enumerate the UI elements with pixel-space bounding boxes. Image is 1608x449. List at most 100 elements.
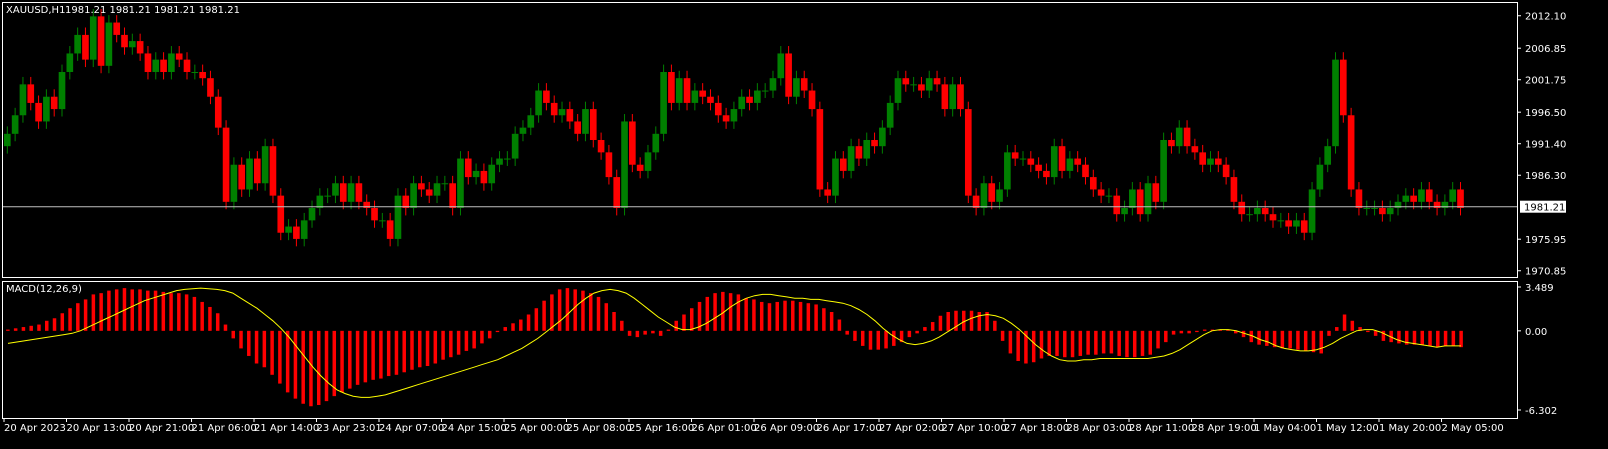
price-bar bbox=[1082, 157, 1089, 185]
price-bar bbox=[1355, 182, 1363, 216]
price-bar bbox=[972, 188, 980, 216]
price-bar bbox=[97, 8, 105, 74]
price-bar bbox=[871, 132, 878, 154]
macd-tick-label: 0.00 bbox=[1525, 327, 1547, 338]
price-bar bbox=[214, 89, 222, 136]
price-bar bbox=[480, 163, 488, 191]
price-bar bbox=[246, 151, 253, 197]
price-bar bbox=[1035, 157, 1042, 179]
chart-title: XAUUSD,H1 bbox=[6, 5, 65, 16]
price-bar bbox=[160, 52, 167, 80]
macd-tick-label: 3.489 bbox=[1525, 283, 1554, 294]
price-bar bbox=[1379, 200, 1386, 222]
price-bar bbox=[293, 219, 300, 247]
price-bar bbox=[1347, 107, 1355, 197]
price-bar bbox=[371, 200, 378, 228]
price-bar bbox=[527, 107, 535, 136]
price-bar bbox=[1168, 132, 1175, 154]
price-bar bbox=[785, 46, 792, 105]
price-bar bbox=[222, 120, 230, 210]
time-tick-label: 28 Apr 11:00 bbox=[1129, 423, 1194, 434]
price-bar bbox=[996, 182, 1003, 210]
price-bar bbox=[941, 76, 949, 117]
price-bar bbox=[1449, 182, 1457, 210]
time-tick-label: 21 Apr 06:00 bbox=[192, 423, 257, 434]
time-tick-label: 1 May 20:00 bbox=[1379, 423, 1441, 434]
price-bar bbox=[1293, 212, 1300, 234]
price-bar bbox=[964, 101, 972, 204]
price-bar bbox=[644, 144, 652, 179]
price-bar bbox=[379, 212, 386, 228]
price-bar bbox=[1152, 175, 1160, 210]
price-bar bbox=[1418, 182, 1425, 210]
price-axis: 2012.10 2006.85 2001.75 1996.50 1991.40 1986.… bbox=[1517, 12, 1566, 278]
price-bar bbox=[957, 76, 964, 117]
price-tick-label: 1996.50 bbox=[1525, 108, 1566, 119]
macd-tick-label: -6.302 bbox=[1525, 406, 1557, 417]
price-tick-label: 2006.85 bbox=[1525, 44, 1566, 55]
price-bar bbox=[699, 83, 706, 105]
time-tick-label: 20 Apr 21:00 bbox=[129, 423, 194, 434]
price-bar bbox=[1089, 169, 1097, 197]
price-bar bbox=[879, 120, 886, 154]
price-bar bbox=[808, 83, 816, 117]
price-bar bbox=[574, 114, 581, 142]
price-bar bbox=[1191, 138, 1199, 160]
price-bar bbox=[1222, 157, 1230, 185]
price-bar bbox=[535, 83, 542, 123]
price-bar bbox=[441, 175, 449, 191]
price-bar bbox=[1300, 212, 1308, 241]
price-bar bbox=[746, 89, 753, 111]
time-tick-label: 25 Apr 08:00 bbox=[567, 423, 632, 434]
price-bar bbox=[457, 151, 464, 216]
price-bar bbox=[300, 212, 308, 247]
price-bar bbox=[1113, 188, 1121, 222]
price-bar bbox=[1027, 151, 1035, 173]
price-bar bbox=[464, 151, 472, 185]
price-bar bbox=[683, 70, 691, 111]
price-bar bbox=[394, 188, 402, 247]
price-bar bbox=[511, 126, 519, 166]
price-bar bbox=[1121, 200, 1128, 222]
time-tick-label: 26 Apr 09:00 bbox=[754, 423, 819, 434]
price-bar bbox=[894, 70, 902, 111]
price-bar bbox=[347, 175, 355, 210]
price-bar bbox=[621, 114, 628, 216]
price-bar bbox=[1183, 120, 1191, 154]
price-bar bbox=[824, 182, 831, 204]
price-bar bbox=[1097, 182, 1105, 204]
price-bar bbox=[918, 76, 925, 98]
price-bar bbox=[496, 151, 503, 173]
time-tick-label: 27 Apr 02:00 bbox=[879, 423, 944, 434]
price-bar bbox=[1230, 169, 1238, 210]
price-bar bbox=[839, 151, 847, 179]
price-bar bbox=[1441, 194, 1449, 216]
price-bar bbox=[1058, 138, 1066, 179]
price-bars bbox=[4, 8, 1464, 247]
price-bar bbox=[11, 107, 19, 142]
price-tick-label: 1970.85 bbox=[1525, 267, 1566, 278]
time-tick-label: 20 Apr 2023 bbox=[4, 423, 66, 434]
price-bar bbox=[332, 175, 339, 204]
price-tick-label: 2001.75 bbox=[1525, 76, 1566, 87]
price-bar bbox=[925, 70, 933, 98]
price-bar bbox=[472, 163, 480, 185]
price-bar bbox=[832, 151, 839, 204]
price-bar bbox=[519, 120, 527, 142]
price-bar bbox=[980, 175, 988, 216]
price-bar bbox=[121, 27, 128, 55]
time-tick-label: 2 May 05:00 bbox=[1442, 423, 1504, 434]
price-bar bbox=[269, 138, 277, 204]
price-bar bbox=[675, 70, 683, 111]
price-bar bbox=[324, 188, 331, 204]
price-bar bbox=[543, 83, 550, 111]
price-bar bbox=[1386, 200, 1394, 222]
price-bar bbox=[58, 64, 66, 117]
price-bar bbox=[1277, 212, 1285, 228]
price-bar bbox=[761, 83, 769, 98]
price-bar bbox=[207, 70, 214, 105]
price-bar bbox=[238, 157, 246, 197]
macd-histogram bbox=[6, 288, 1463, 407]
